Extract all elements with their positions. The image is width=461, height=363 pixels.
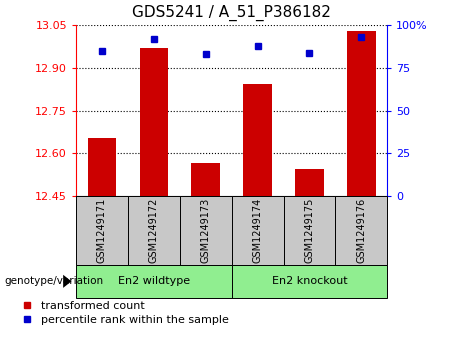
Bar bbox=[347, 31, 376, 196]
Bar bbox=[88, 138, 116, 196]
Bar bbox=[76, 196, 128, 265]
Bar bbox=[76, 265, 231, 298]
Text: GSM1249176: GSM1249176 bbox=[356, 198, 366, 263]
Text: GSM1249173: GSM1249173 bbox=[201, 198, 211, 263]
Bar bbox=[284, 196, 335, 265]
Bar bbox=[295, 169, 324, 196]
Bar bbox=[231, 265, 387, 298]
Text: En2 knockout: En2 knockout bbox=[272, 276, 347, 286]
Legend: transformed count, percentile rank within the sample: transformed count, percentile rank withi… bbox=[23, 301, 229, 325]
Text: GSM1249174: GSM1249174 bbox=[253, 198, 263, 263]
Bar bbox=[128, 196, 180, 265]
Title: GDS5241 / A_51_P386182: GDS5241 / A_51_P386182 bbox=[132, 5, 331, 21]
Text: genotype/variation: genotype/variation bbox=[5, 276, 104, 286]
Bar bbox=[180, 196, 231, 265]
Bar bbox=[231, 196, 284, 265]
Text: GSM1249172: GSM1249172 bbox=[149, 198, 159, 263]
Text: GSM1249171: GSM1249171 bbox=[97, 198, 107, 263]
Bar bbox=[140, 48, 168, 196]
Bar bbox=[243, 84, 272, 196]
Text: En2 wildtype: En2 wildtype bbox=[118, 276, 190, 286]
Bar bbox=[191, 163, 220, 196]
Text: GSM1249175: GSM1249175 bbox=[304, 198, 314, 263]
Polygon shape bbox=[63, 275, 71, 288]
Bar bbox=[335, 196, 387, 265]
